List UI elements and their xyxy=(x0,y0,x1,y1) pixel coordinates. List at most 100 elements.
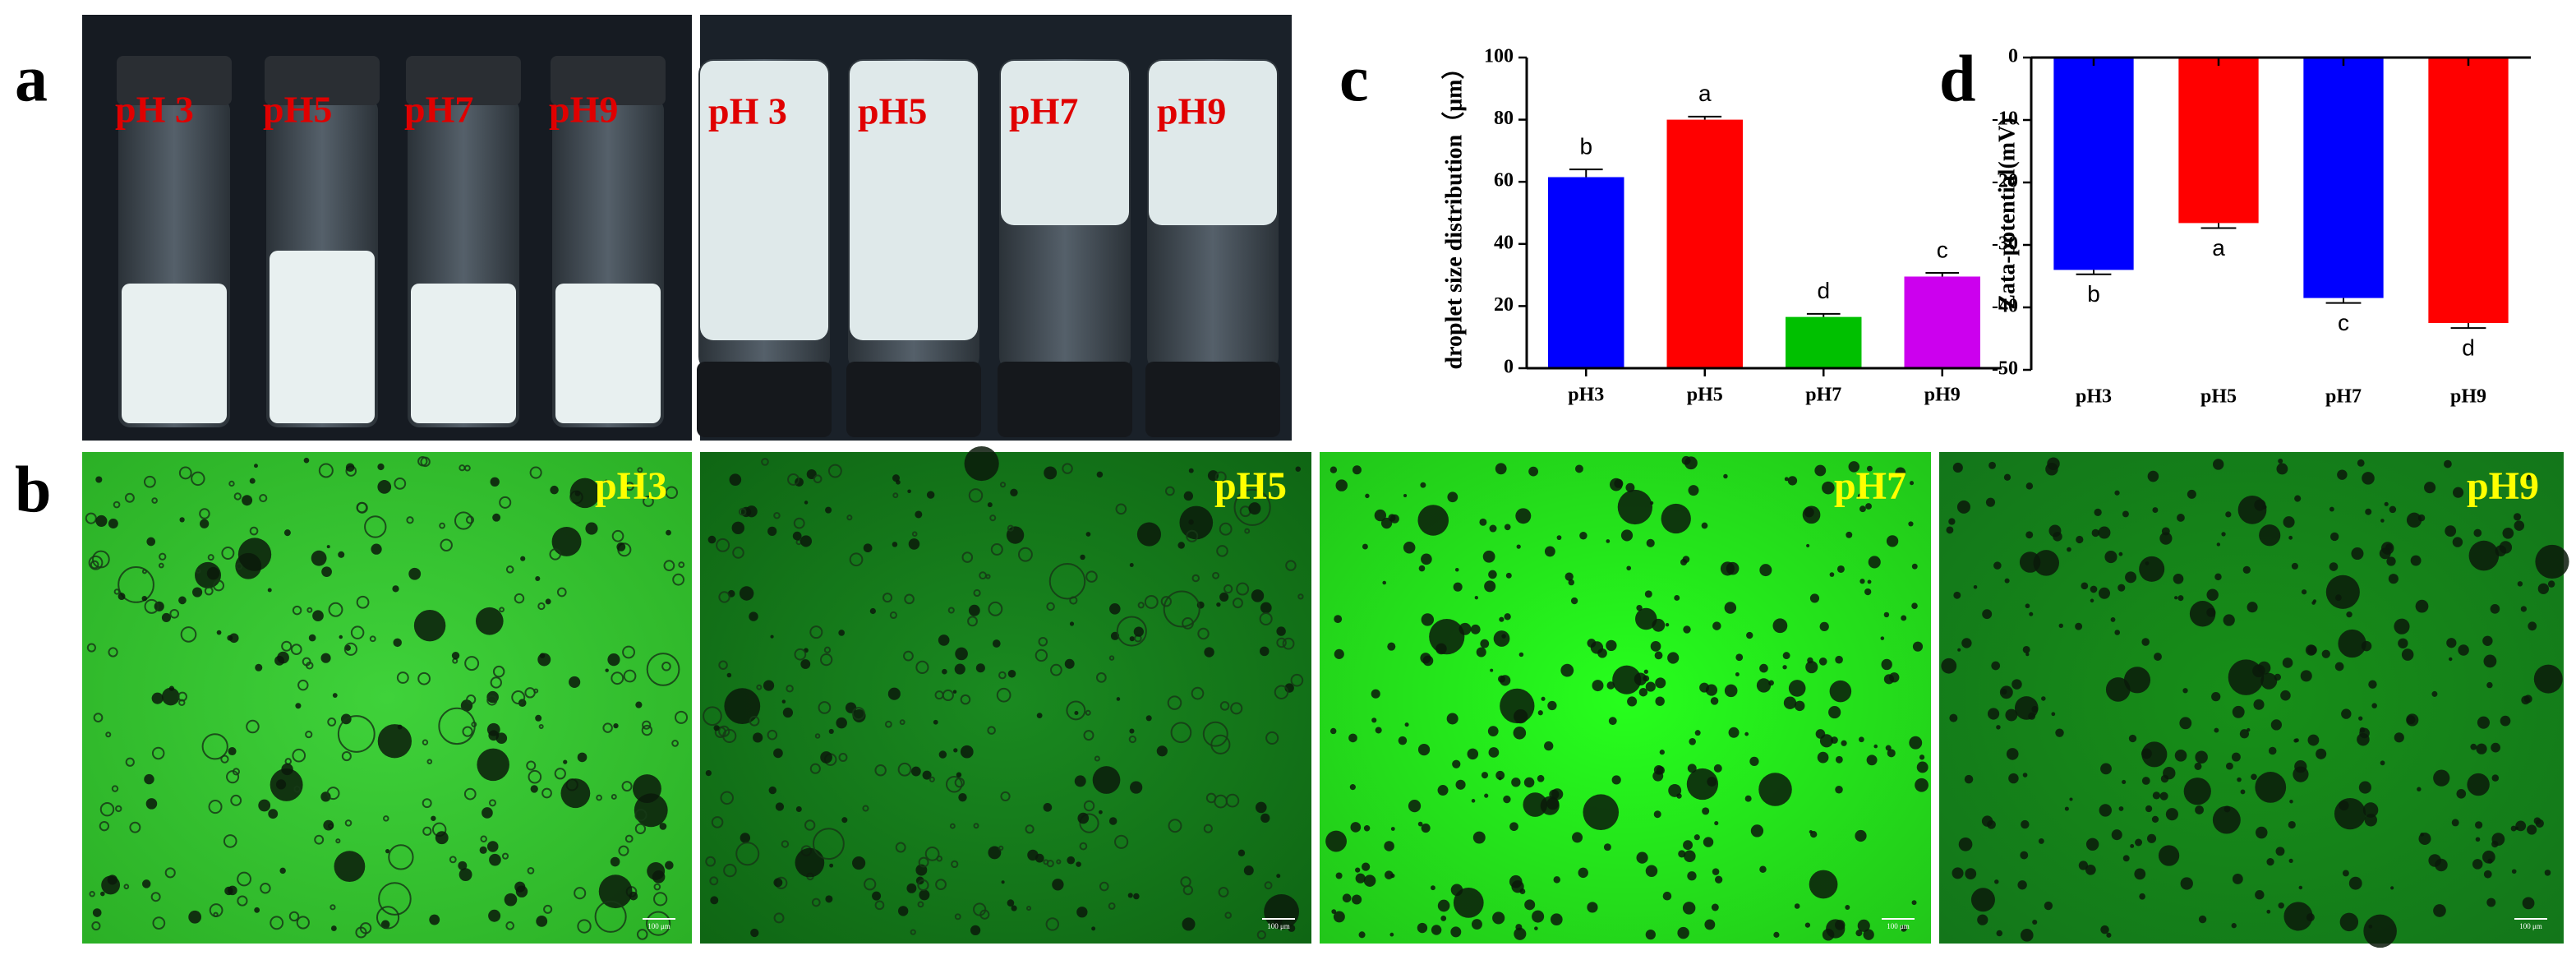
significance-letter: c xyxy=(1937,237,1948,262)
droplet xyxy=(2300,670,2312,682)
vial-label: pH 3 xyxy=(115,89,194,131)
droplet xyxy=(1546,797,1560,810)
droplet xyxy=(279,867,286,874)
droplet xyxy=(738,507,747,516)
droplet xyxy=(1325,830,1347,852)
droplet xyxy=(2041,696,2046,701)
droplet xyxy=(849,552,864,567)
droplet xyxy=(1243,865,1254,876)
droplet xyxy=(1182,917,1196,931)
droplet xyxy=(718,660,728,670)
droplet xyxy=(1384,870,1394,879)
droplet xyxy=(1374,509,1387,522)
droplet xyxy=(2476,743,2487,754)
droplet xyxy=(1488,747,1500,758)
droplet xyxy=(749,611,758,621)
droplet xyxy=(671,740,679,747)
droplet xyxy=(996,687,1012,703)
droplet xyxy=(1216,545,1228,557)
droplet xyxy=(2379,547,2391,560)
droplet xyxy=(1900,925,1907,932)
droplet xyxy=(1474,596,1478,600)
droplet xyxy=(556,587,567,598)
droplet xyxy=(1358,931,1366,939)
droplet xyxy=(2255,890,2265,900)
droplet xyxy=(863,543,873,553)
droplet xyxy=(1074,710,1079,716)
droplet xyxy=(150,892,161,902)
droplet xyxy=(1077,812,1090,824)
droplet xyxy=(951,860,959,869)
droplet xyxy=(1794,903,1800,909)
droplet xyxy=(1993,561,2002,570)
droplet xyxy=(1534,926,1538,930)
droplet xyxy=(641,724,653,736)
droplet xyxy=(1010,488,1018,497)
droplet xyxy=(505,921,514,930)
x-tick-label: pH3 xyxy=(2076,386,2112,408)
droplet xyxy=(1509,822,1518,832)
droplet xyxy=(1988,461,1996,469)
droplet xyxy=(1645,930,1656,940)
droplet xyxy=(1597,648,1607,658)
cream xyxy=(700,61,828,340)
droplet xyxy=(1417,821,1423,827)
droplet xyxy=(823,646,832,653)
droplet xyxy=(2380,760,2385,766)
droplet xyxy=(954,663,965,675)
droplet xyxy=(917,879,929,892)
droplet xyxy=(551,526,582,556)
droplet xyxy=(216,630,222,635)
droplet xyxy=(892,542,898,547)
droplet xyxy=(2020,851,2029,860)
droplet xyxy=(814,733,821,739)
droplet xyxy=(2288,858,2293,863)
droplet xyxy=(1516,544,1521,549)
droplet xyxy=(1085,532,1091,537)
droplet xyxy=(1857,493,1863,499)
droplet xyxy=(2384,501,2389,506)
vial-label: pH9 xyxy=(1157,90,1226,132)
droplet xyxy=(1274,685,1289,699)
droplet xyxy=(394,477,407,490)
droplet xyxy=(1420,653,1431,664)
droplet xyxy=(2069,797,2073,801)
droplet xyxy=(1352,894,1362,905)
droplet xyxy=(2117,584,2126,592)
droplet xyxy=(2359,727,2370,739)
droplet xyxy=(1609,478,1623,491)
droplet xyxy=(574,491,581,496)
droplet xyxy=(1371,689,1380,699)
droplet xyxy=(1285,560,1297,571)
droplet xyxy=(710,896,719,905)
droplet xyxy=(1440,916,1447,921)
droplet xyxy=(895,842,906,853)
droplet xyxy=(1219,592,1229,602)
droplet xyxy=(159,552,167,561)
droplet xyxy=(1953,591,1961,599)
droplet xyxy=(233,492,242,501)
droplet xyxy=(1553,876,1560,884)
scale-bar-label: 100 μm xyxy=(2519,922,2542,930)
droplet xyxy=(1218,887,1229,897)
droplet xyxy=(2433,904,2446,917)
droplet xyxy=(529,466,542,479)
droplet xyxy=(297,679,309,691)
droplet xyxy=(1560,663,1574,677)
droplet xyxy=(152,916,166,930)
droplet xyxy=(1363,825,1371,832)
droplet xyxy=(2334,797,2366,830)
droplet xyxy=(1857,919,1870,932)
droplet xyxy=(1656,766,1665,775)
droplet xyxy=(320,653,331,663)
droplet xyxy=(1276,874,1281,879)
droplet xyxy=(2255,826,2268,839)
droplet xyxy=(1188,519,1194,525)
droplet xyxy=(1492,911,1505,925)
droplet xyxy=(1342,893,1352,903)
droplet xyxy=(458,861,468,870)
droplet xyxy=(1011,905,1017,911)
droplet xyxy=(213,911,219,918)
droplet xyxy=(642,720,652,730)
